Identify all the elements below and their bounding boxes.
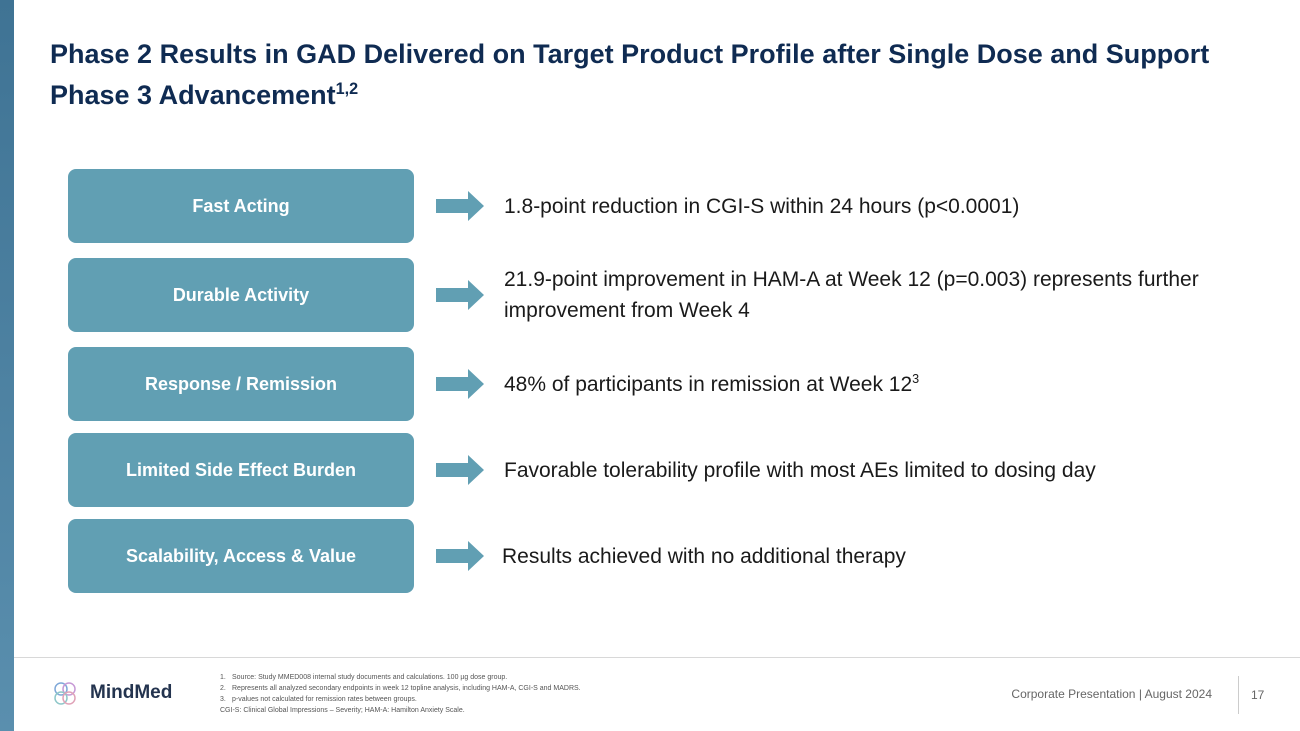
row-text: Results achieved with no additional ther… xyxy=(502,519,1242,593)
row-text: 48% of participants in remission at Week… xyxy=(504,347,1244,421)
row-text: 21.9-point improvement in HAM-A at Week … xyxy=(504,258,1244,332)
row-label: Limited Side Effect Burden xyxy=(68,433,414,507)
footnote-text: Represents all analyzed secondary endpoi… xyxy=(232,685,581,692)
footnote: 2. Represents all analyzed secondary endp… xyxy=(220,683,581,694)
row-text-content: 48% of participants in remission at Week… xyxy=(504,369,919,400)
arrow xyxy=(436,191,484,221)
title-text: Phase 2 Results in GAD Delivered on Targ… xyxy=(50,39,1210,110)
arrow xyxy=(436,280,484,310)
row-text-content: 21.9-point improvement in HAM-A at Week … xyxy=(504,264,1244,326)
footer-divider xyxy=(1238,676,1239,714)
row-superscript: 3 xyxy=(912,371,920,386)
row-label: Fast Acting xyxy=(68,169,414,243)
row-text-content: Results achieved with no additional ther… xyxy=(502,541,906,572)
logo-text: MindMed xyxy=(90,682,173,703)
row-text-content: Favorable tolerability profile with most… xyxy=(504,455,1096,486)
row-text-body: Favorable tolerability profile with most… xyxy=(504,458,1096,482)
footnote-text: Source: Study MMED008 internal study doc… xyxy=(232,674,508,681)
arrow xyxy=(436,369,484,399)
page-number: 17 xyxy=(1251,688,1265,702)
row-text-body: 21.9-point improvement in HAM-A at Week … xyxy=(504,268,1199,322)
row-text: Favorable tolerability profile with most… xyxy=(504,433,1164,507)
row-text-body: Results achieved with no additional ther… xyxy=(502,544,906,568)
title-superscript: 1,2 xyxy=(335,80,359,98)
footnote-marker: 2. xyxy=(220,685,226,692)
footnote-text: p-values not calculated for remission ra… xyxy=(232,696,417,703)
arrow xyxy=(436,541,484,571)
abbreviations: CGI-S: Clinical Global Impressions – Sev… xyxy=(220,707,465,714)
arrow xyxy=(436,455,484,485)
footnotes: 1. Source: Study MMED008 internal study d… xyxy=(220,672,581,716)
presentation-label: Corporate Presentation | August 2024 xyxy=(1011,687,1212,701)
row-text-body: 48% of participants in remission at Week… xyxy=(504,372,913,396)
logo-icon xyxy=(54,682,76,705)
side-bar xyxy=(0,0,14,731)
row-label: Durable Activity xyxy=(68,258,414,332)
footnote: 1. Source: Study MMED008 internal study d… xyxy=(220,672,581,683)
footnote: 3. p-values not calculated for remission … xyxy=(220,694,581,705)
row-text-content: 1.8-point reduction in CGI-S within 24 h… xyxy=(504,191,1019,222)
row-label: Response / Remission xyxy=(68,347,414,421)
row-text: 1.8-point reduction in CGI-S within 24 h… xyxy=(504,169,1244,243)
row-label: Scalability, Access & Value xyxy=(68,519,414,593)
row-text-body: 1.8-point reduction in CGI-S within 24 h… xyxy=(504,194,1020,218)
footnote-marker: 1. xyxy=(220,674,226,681)
slide-title: Phase 2 Results in GAD Delivered on Targ… xyxy=(50,34,1270,116)
footer-rule xyxy=(14,657,1300,658)
footnote-marker: 3. xyxy=(220,696,226,703)
